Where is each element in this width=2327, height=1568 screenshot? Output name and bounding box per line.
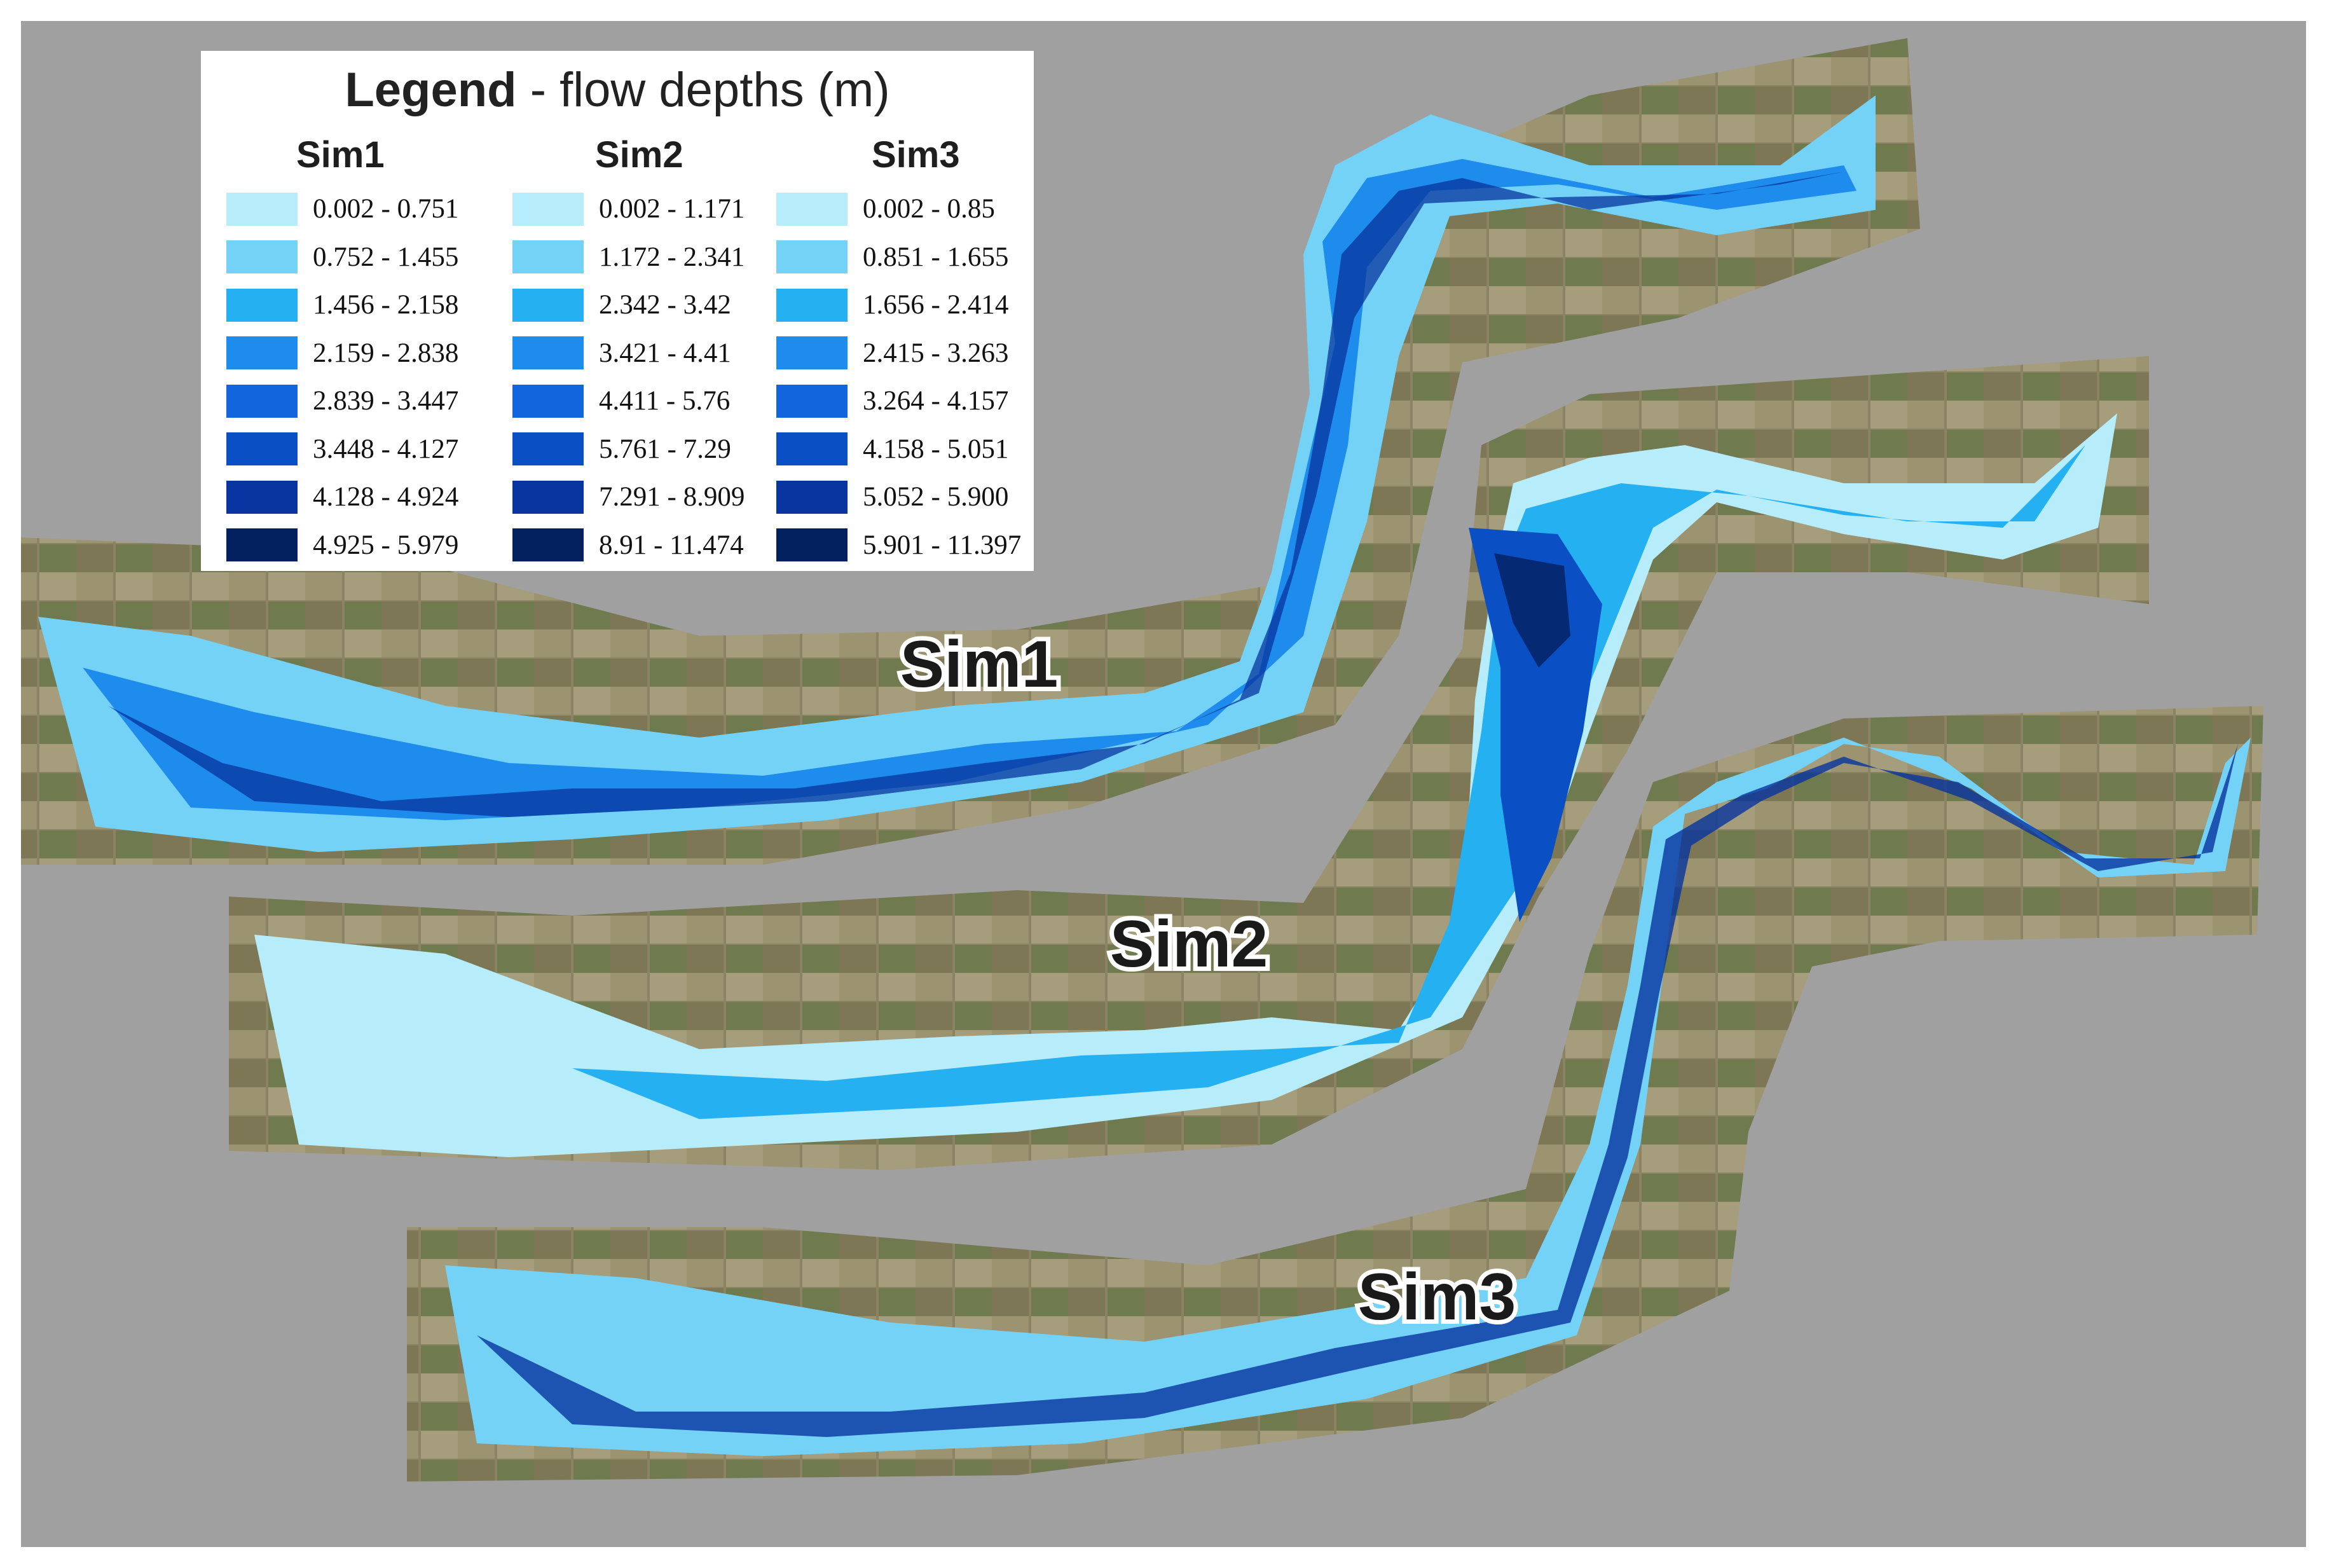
legend-row: 1.456 - 2.158 bbox=[226, 281, 500, 329]
color-swatch bbox=[776, 336, 848, 370]
range-label: 5.901 - 11.397 bbox=[863, 530, 1022, 560]
range-label: 0.002 - 0.85 bbox=[863, 194, 995, 224]
color-swatch bbox=[226, 528, 298, 562]
range-label: 4.128 - 4.924 bbox=[313, 482, 459, 512]
legend-row: 5.761 - 7.29 bbox=[512, 425, 786, 474]
legend-title-rest: - flow depths (m) bbox=[516, 63, 890, 117]
range-label: 1.456 - 2.158 bbox=[313, 290, 459, 320]
color-swatch bbox=[512, 384, 584, 418]
range-label: 0.752 - 1.455 bbox=[313, 242, 459, 272]
color-swatch bbox=[512, 240, 584, 274]
color-swatch bbox=[512, 528, 584, 562]
range-label: 2.159 - 2.838 bbox=[313, 338, 459, 368]
legend-row: 5.052 - 5.900 bbox=[776, 473, 1050, 521]
legend-row: 0.002 - 1.171 bbox=[512, 185, 786, 233]
range-label: 0.002 - 1.171 bbox=[599, 194, 745, 224]
range-label: 8.91 - 11.474 bbox=[599, 530, 744, 560]
legend-row: 4.158 - 5.051 bbox=[776, 425, 1050, 474]
sim3-terrain bbox=[407, 706, 2263, 1482]
range-label: 5.052 - 5.900 bbox=[863, 482, 1009, 512]
legend-row: 0.752 - 1.455 bbox=[226, 233, 500, 282]
legend-column-sim2: Sim2 0.002 - 1.171 1.172 - 2.341 2.342 -… bbox=[512, 134, 786, 569]
range-label: 7.291 - 8.909 bbox=[599, 482, 745, 512]
legend-title: Legend - flow depths (m) bbox=[201, 62, 1034, 118]
color-swatch bbox=[226, 480, 298, 514]
color-swatch bbox=[226, 288, 298, 322]
legend-column-header: Sim2 bbox=[595, 134, 683, 175]
legend-row: 8.91 - 11.474 bbox=[512, 521, 786, 570]
legend-row: 2.839 - 3.447 bbox=[226, 377, 500, 425]
legend-row: 0.002 - 0.751 bbox=[226, 185, 500, 233]
legend-row: 5.901 - 11.397 bbox=[776, 521, 1050, 570]
range-label: 2.415 - 3.263 bbox=[863, 338, 1009, 368]
range-label: 0.851 - 1.655 bbox=[863, 242, 1009, 272]
sim1-flood bbox=[38, 95, 1876, 852]
legend-row: 3.264 - 4.157 bbox=[776, 377, 1050, 425]
range-label: 2.839 - 3.447 bbox=[313, 386, 459, 416]
color-swatch bbox=[776, 240, 848, 274]
legend-column-header: Sim3 bbox=[872, 134, 960, 175]
range-label: 1.172 - 2.341 bbox=[599, 242, 745, 272]
range-label: 4.411 - 5.76 bbox=[599, 386, 731, 416]
legend-row: 4.411 - 5.76 bbox=[512, 377, 786, 425]
range-label: 5.761 - 7.29 bbox=[599, 434, 731, 464]
legend-row: 1.172 - 2.341 bbox=[512, 233, 786, 282]
range-label: 1.656 - 2.414 bbox=[863, 290, 1009, 320]
legend-row: 4.925 - 5.979 bbox=[226, 521, 500, 570]
sim3-map-label: Sim3 bbox=[1358, 1260, 1516, 1334]
color-swatch bbox=[776, 192, 848, 226]
legend-box: Legend - flow depths (m) Sim1 0.002 - 0.… bbox=[201, 51, 1034, 571]
color-swatch bbox=[226, 432, 298, 466]
range-label: 2.342 - 3.42 bbox=[599, 290, 731, 320]
sim3-flood bbox=[445, 738, 2251, 1456]
range-label: 0.002 - 0.751 bbox=[313, 194, 459, 224]
legend-row: 0.002 - 0.85 bbox=[776, 185, 1050, 233]
range-label: 3.264 - 4.157 bbox=[863, 386, 1009, 416]
color-swatch bbox=[512, 480, 584, 514]
legend-row: 7.291 - 8.909 bbox=[512, 473, 786, 521]
color-swatch bbox=[512, 336, 584, 370]
legend-row: 1.656 - 2.414 bbox=[776, 281, 1050, 329]
sim1-terrain bbox=[21, 38, 1920, 865]
color-swatch bbox=[226, 240, 298, 274]
range-label: 4.158 - 5.051 bbox=[863, 434, 1009, 464]
color-swatch bbox=[512, 432, 584, 466]
range-label: 3.421 - 4.41 bbox=[599, 338, 731, 368]
color-swatch bbox=[512, 288, 584, 322]
color-swatch bbox=[226, 384, 298, 418]
range-label: 4.925 - 5.979 bbox=[313, 530, 459, 560]
legend-row: 2.415 - 3.263 bbox=[776, 329, 1050, 378]
legend-column-header: Sim1 bbox=[296, 134, 385, 175]
color-swatch bbox=[776, 528, 848, 562]
sim2-map-label: Sim2 bbox=[1110, 907, 1268, 981]
legend-row: 2.159 - 2.838 bbox=[226, 329, 500, 378]
legend-row: 3.421 - 4.41 bbox=[512, 329, 786, 378]
legend-row: 2.342 - 3.42 bbox=[512, 281, 786, 329]
color-swatch bbox=[776, 480, 848, 514]
legend-row: 4.128 - 4.924 bbox=[226, 473, 500, 521]
color-swatch bbox=[226, 336, 298, 370]
legend-column-sim3: Sim3 0.002 - 0.85 0.851 - 1.655 1.656 - … bbox=[776, 134, 1050, 569]
legend-row: 3.448 - 4.127 bbox=[226, 425, 500, 474]
sim2-terrain bbox=[229, 356, 2149, 1170]
legend-row: 0.851 - 1.655 bbox=[776, 233, 1050, 282]
range-label: 3.448 - 4.127 bbox=[313, 434, 459, 464]
sim1-map-label: Sim1 bbox=[900, 628, 1059, 701]
legend-title-bold: Legend bbox=[345, 63, 517, 117]
color-swatch bbox=[512, 192, 584, 226]
color-swatch bbox=[226, 192, 298, 226]
legend-column-sim1: Sim1 0.002 - 0.751 0.752 - 1.455 1.456 -… bbox=[226, 134, 500, 569]
color-swatch bbox=[776, 384, 848, 418]
sim2-flood bbox=[254, 413, 2117, 1157]
color-swatch bbox=[776, 288, 848, 322]
color-swatch bbox=[776, 432, 848, 466]
